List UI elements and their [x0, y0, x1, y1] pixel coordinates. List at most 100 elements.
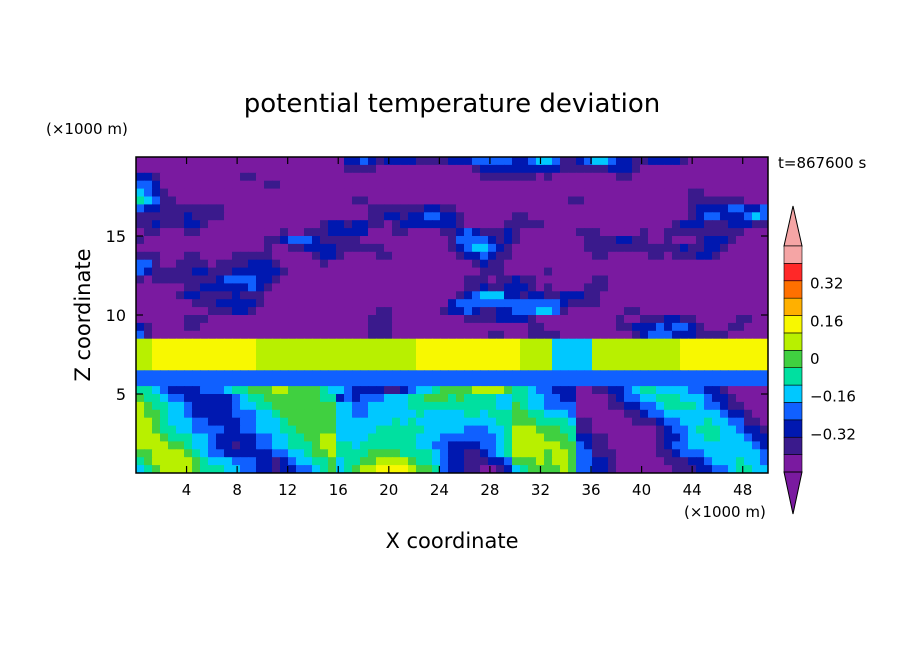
- field-cell: [432, 370, 441, 379]
- field-cell: [200, 401, 209, 411]
- field-cell: [376, 157, 385, 166]
- field-cell: [624, 315, 633, 324]
- field-cell: [328, 354, 337, 363]
- field-cell: [616, 465, 625, 473]
- field-cell: [640, 299, 649, 308]
- field-cell: [760, 346, 768, 356]
- field-cell: [208, 465, 217, 473]
- field-cell: [424, 386, 433, 395]
- field-cell: [632, 291, 641, 300]
- field-cell: [144, 417, 153, 427]
- field-cell: [184, 386, 193, 395]
- field-cell: [152, 267, 161, 277]
- field-cell: [360, 441, 369, 450]
- field-cell: [224, 378, 233, 387]
- field-cell: [232, 433, 241, 442]
- field-cell: [704, 465, 713, 473]
- field-cell: [552, 417, 561, 427]
- field-cell: [384, 433, 393, 442]
- field-cell: [544, 164, 553, 174]
- field-cell: [608, 441, 617, 450]
- field-cell: [568, 457, 577, 466]
- field-cell: [400, 243, 409, 253]
- field-cell: [320, 441, 329, 450]
- field-cell: [720, 330, 729, 340]
- field-cell: [624, 457, 633, 466]
- field-cell: [424, 267, 433, 277]
- field-cell: [736, 433, 745, 442]
- field-cell: [464, 180, 473, 190]
- field-cell: [352, 307, 361, 316]
- field-cell: [144, 346, 153, 356]
- field-cell: [752, 172, 761, 182]
- field-cell: [648, 212, 657, 221]
- field-cell: [560, 409, 569, 419]
- plot-area: [136, 157, 768, 473]
- field-cell: [256, 180, 265, 190]
- field-cell: [432, 378, 441, 387]
- field-cell: [264, 449, 273, 458]
- field-cell: [528, 417, 537, 427]
- field-cell: [264, 180, 273, 190]
- field-cell: [328, 378, 337, 387]
- field-cell: [704, 322, 713, 332]
- field-cell: [568, 228, 577, 237]
- field-cell: [480, 401, 489, 411]
- field-cell: [624, 212, 633, 221]
- field-cell: [680, 299, 689, 308]
- field-cell: [760, 299, 768, 308]
- field-cell: [280, 394, 289, 403]
- field-cell: [728, 251, 737, 261]
- field-cell: [336, 259, 345, 269]
- field-cell: [376, 299, 385, 308]
- field-cell: [528, 354, 537, 363]
- field-cell: [200, 157, 209, 166]
- field-cell: [520, 425, 529, 435]
- field-cell: [624, 251, 633, 261]
- field-cell: [528, 370, 537, 379]
- field-cell: [496, 212, 505, 221]
- field-cell: [728, 299, 737, 308]
- field-cell: [288, 394, 297, 403]
- field-cell: [176, 164, 185, 174]
- field-cell: [456, 243, 465, 253]
- field-cell: [472, 283, 481, 292]
- field-cell: [560, 449, 569, 458]
- field-cell: [320, 457, 329, 466]
- field-cell: [648, 164, 657, 174]
- field-cell: [672, 362, 681, 371]
- field-cell: [760, 251, 768, 261]
- field-cell: [336, 228, 345, 237]
- field-cell: [360, 172, 369, 182]
- field-cell: [384, 401, 393, 411]
- field-cell: [176, 330, 185, 340]
- field-cell: [144, 362, 153, 371]
- field-cell: [504, 465, 513, 473]
- field-cell: [512, 370, 521, 379]
- field-cell: [384, 330, 393, 340]
- field-cell: [416, 409, 425, 419]
- field-cell: [320, 196, 329, 205]
- field-cell: [424, 378, 433, 387]
- field-cell: [576, 172, 585, 182]
- field-cell: [576, 354, 585, 363]
- field-cell: [584, 362, 593, 371]
- field-cell: [624, 299, 633, 308]
- field-cell: [264, 291, 273, 300]
- field-cell: [136, 354, 145, 363]
- field-cell: [592, 164, 601, 174]
- field-cell: [680, 386, 689, 395]
- field-cell: [400, 275, 409, 284]
- field-cell: [624, 204, 633, 213]
- field-cell: [760, 259, 768, 269]
- field-cell: [480, 212, 489, 221]
- field-cell: [536, 220, 545, 229]
- field-cell: [184, 417, 193, 427]
- field-cell: [176, 409, 185, 419]
- field-cell: [400, 157, 409, 166]
- field-cell: [712, 338, 721, 348]
- field-cell: [496, 283, 505, 292]
- field-cell: [176, 401, 185, 411]
- field-cell: [152, 449, 161, 458]
- field-cell: [280, 299, 289, 308]
